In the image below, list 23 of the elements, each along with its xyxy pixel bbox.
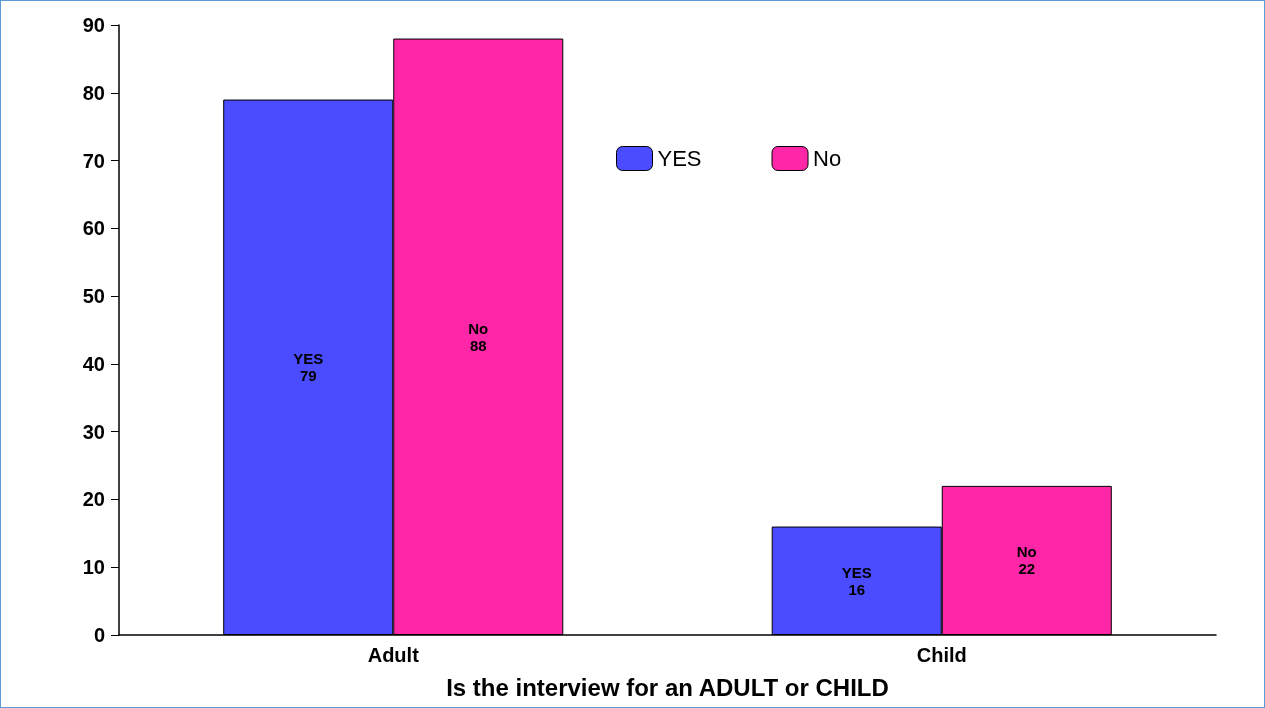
y-tick-label: 40	[82, 352, 105, 375]
x-axis-title: Is the interview for an ADULT or CHILD	[446, 673, 889, 701]
text: No	[1016, 543, 1037, 561]
y-tick-label: 60	[82, 217, 105, 240]
data-label: 16	[848, 580, 866, 598]
y-tick-label: 20	[82, 488, 105, 511]
legend-label: No	[813, 146, 842, 171]
text: YES	[841, 563, 872, 581]
y-tick-label: 10	[82, 556, 105, 579]
x-tick-label: Adult	[367, 644, 420, 666]
legend-label: YES	[657, 146, 702, 171]
data-label: 22	[1018, 560, 1036, 578]
y-tick-label: 0	[93, 624, 105, 646]
text: No	[468, 319, 489, 337]
text: YES	[293, 350, 324, 368]
x-tick-label: Child	[916, 644, 967, 666]
y-tick-label: 70	[82, 149, 105, 172]
y-tick-label: 80	[82, 81, 105, 104]
y-tick-label: 90	[82, 14, 105, 36]
y-tick-label: 30	[82, 420, 105, 443]
data-label: 79	[299, 367, 317, 385]
data-label: 88	[469, 336, 487, 354]
y-tick-label: 50	[82, 285, 105, 308]
